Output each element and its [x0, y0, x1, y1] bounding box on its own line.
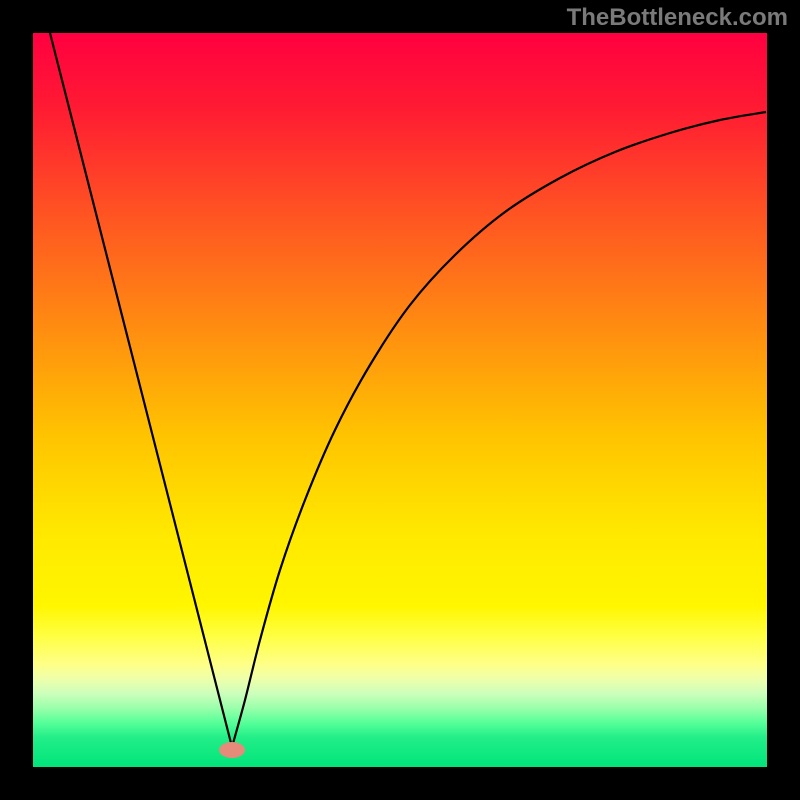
chart-container: { "watermark": { "text": "TheBottleneck.…	[0, 0, 800, 800]
watermark-text: TheBottleneck.com	[567, 4, 788, 32]
bottleneck-chart	[0, 0, 800, 800]
minimum-marker	[219, 742, 245, 758]
